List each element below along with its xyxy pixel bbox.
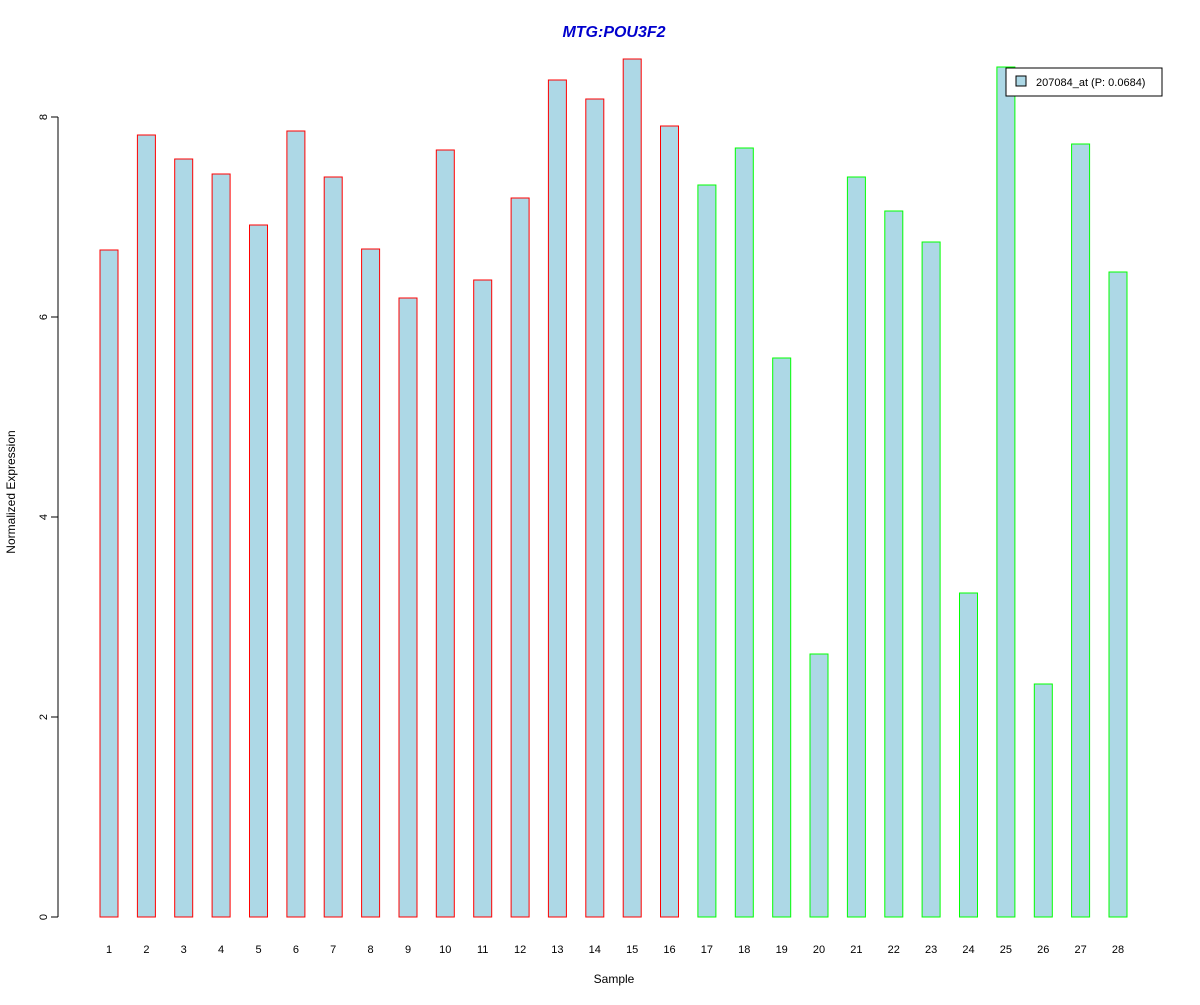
x-tick-label: 3 bbox=[181, 944, 187, 956]
x-tick-label: 11 bbox=[477, 944, 488, 956]
x-tick-labels: 1 2 3 4 5 6 7 8 9 10 11 12 13 14 15 16 17 18 19 20 21 22 23 24 2… bbox=[106, 944, 1124, 956]
x-tick-label: 19 bbox=[776, 944, 788, 956]
legend-swatch bbox=[1015, 75, 1027, 87]
x-tick-label: 15 bbox=[626, 944, 638, 956]
bar-sample-20 bbox=[809, 653, 829, 918]
x-tick-label: 4 bbox=[218, 944, 224, 956]
legend-label: 207084_at (P: 0.0684) bbox=[1036, 77, 1145, 89]
x-tick-label: 16 bbox=[663, 944, 675, 956]
x-tick-label: 8 bbox=[368, 944, 374, 956]
bar-sample-23 bbox=[921, 241, 941, 918]
bar-sample-24 bbox=[959, 592, 978, 918]
x-tick-label: 26 bbox=[1037, 944, 1049, 956]
x-tick-label: 5 bbox=[255, 944, 261, 956]
bar-sample-26 bbox=[1033, 683, 1053, 918]
y-tick-label: 4 bbox=[38, 514, 50, 520]
x-tick-label: 28 bbox=[1112, 944, 1124, 956]
legend-box bbox=[1005, 67, 1163, 97]
bar-sample-3 bbox=[174, 158, 194, 918]
bar-sample-14 bbox=[585, 98, 605, 918]
x-tick-label: 25 bbox=[1000, 944, 1012, 956]
x-tick-label: 27 bbox=[1074, 944, 1086, 956]
bar-sample-25 bbox=[996, 66, 1016, 918]
bar-sample-27 bbox=[1071, 143, 1091, 918]
x-tick-label: 9 bbox=[405, 944, 411, 956]
x-tick-label: 21 bbox=[850, 944, 862, 956]
x-tick-label: 2 bbox=[143, 944, 149, 956]
x-tick-label: 17 bbox=[701, 944, 713, 956]
bar-sample-7 bbox=[323, 176, 343, 918]
y-tick-label: 2 bbox=[38, 714, 50, 720]
x-tick-label: 14 bbox=[589, 944, 601, 956]
bar-sample-21 bbox=[846, 176, 866, 918]
x-tick-label: 18 bbox=[738, 944, 750, 956]
bar-sample-9 bbox=[398, 297, 418, 918]
y-tick-label: 6 bbox=[38, 314, 50, 320]
bar-sample-19 bbox=[772, 357, 792, 918]
bar-sample-8 bbox=[361, 248, 381, 918]
x-tick-label: 13 bbox=[551, 944, 563, 956]
y-tick-label: 0 bbox=[38, 914, 50, 920]
bar-sample-10 bbox=[435, 149, 455, 918]
x-tick-label: 24 bbox=[962, 944, 974, 956]
bar-sample-4 bbox=[211, 173, 231, 918]
bar-sample-11 bbox=[473, 279, 493, 918]
bar-sample-1 bbox=[99, 249, 119, 918]
bars-group bbox=[99, 58, 1128, 918]
bar-sample-18 bbox=[734, 147, 754, 918]
chart-title: MTG:POU3F2 bbox=[562, 24, 665, 41]
bar-sample-28 bbox=[1108, 271, 1128, 918]
x-axis-label: Sample bbox=[594, 972, 635, 986]
x-tick-label: 1 bbox=[106, 944, 112, 956]
bar-sample-5 bbox=[249, 224, 268, 918]
y-axis-label: Normalized Expression bbox=[4, 430, 18, 553]
x-tick-label: 7 bbox=[330, 944, 336, 956]
bar-sample-17 bbox=[697, 184, 717, 918]
bar-sample-15 bbox=[622, 58, 642, 918]
bar-sample-16 bbox=[660, 125, 679, 918]
legend: 207084_at (P: 0.0684) bbox=[1005, 67, 1163, 97]
x-tick-label: 23 bbox=[925, 944, 937, 956]
x-tick-label: 20 bbox=[813, 944, 825, 956]
x-tick-label: 6 bbox=[293, 944, 299, 956]
bar-sample-22 bbox=[884, 210, 904, 918]
bar-sample-2 bbox=[136, 134, 156, 918]
bar-sample-6 bbox=[286, 130, 306, 918]
x-tick-label: 12 bbox=[514, 944, 526, 956]
x-tick-label: 22 bbox=[888, 944, 900, 956]
bar-sample-12 bbox=[510, 197, 530, 918]
y-tick-label: 8 bbox=[38, 114, 50, 120]
x-tick-label: 10 bbox=[439, 944, 451, 956]
y-axis: 0 2 4 6 8 bbox=[38, 114, 59, 920]
bar-sample-13 bbox=[547, 79, 567, 918]
